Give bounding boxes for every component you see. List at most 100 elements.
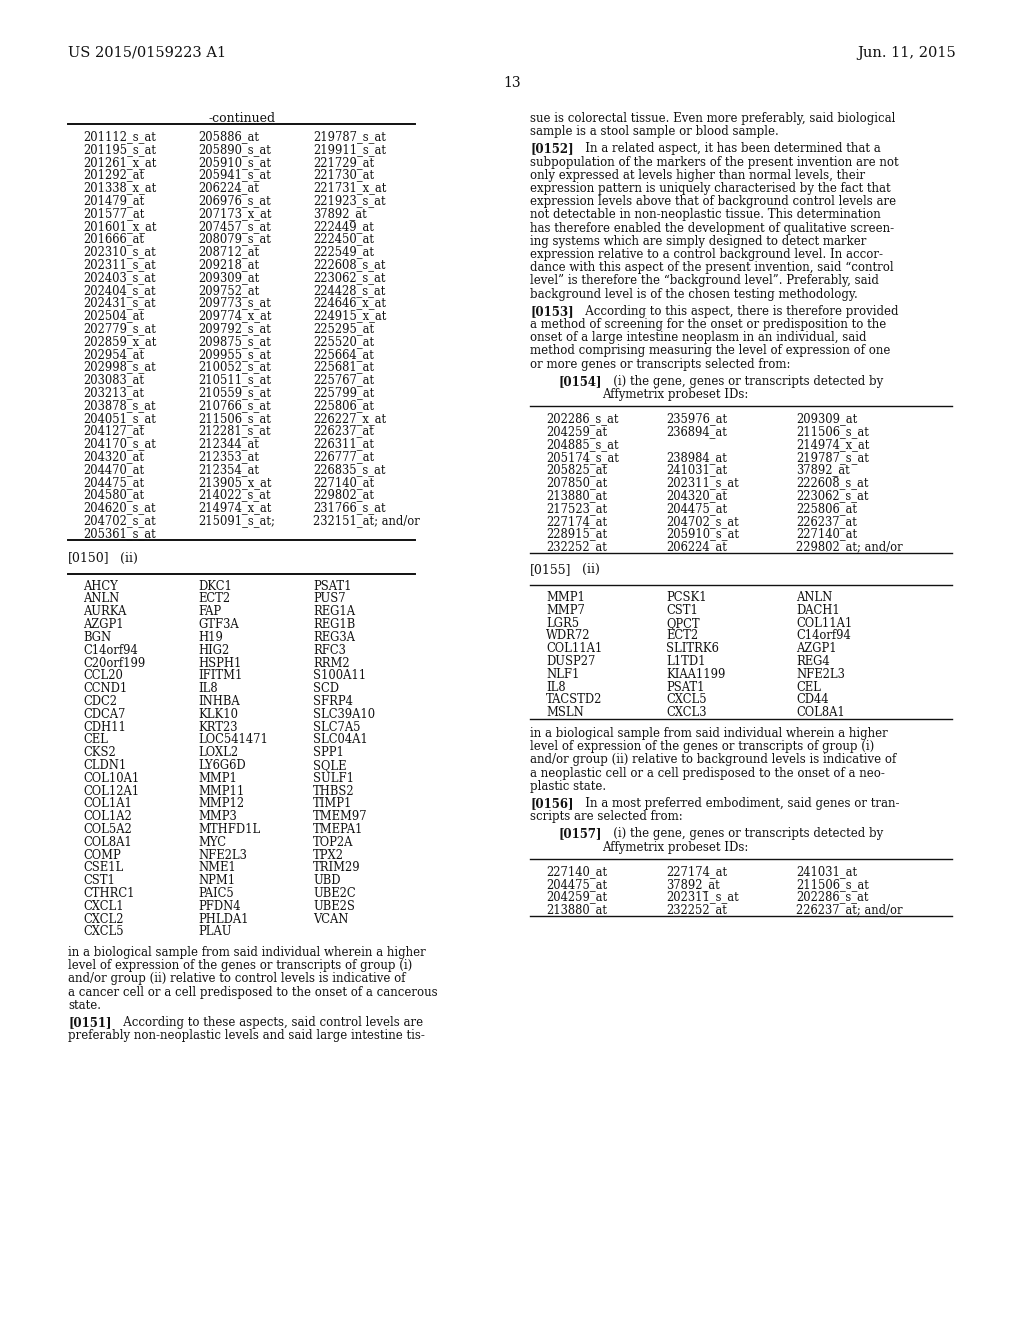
Text: 204320_at: 204320_at xyxy=(666,490,727,502)
Text: 214974_x_at: 214974_x_at xyxy=(796,438,869,451)
Text: 202998_s_at: 202998_s_at xyxy=(83,360,156,374)
Text: TMEPA1: TMEPA1 xyxy=(313,822,364,836)
Text: UBE2C: UBE2C xyxy=(313,887,355,900)
Text: 204259_at: 204259_at xyxy=(546,425,607,438)
Text: 209774_x_at: 209774_x_at xyxy=(198,309,271,322)
Text: and/or group (ii) relative to background levels is indicative of: and/or group (ii) relative to background… xyxy=(530,754,896,767)
Text: 219787_s_at: 219787_s_at xyxy=(313,131,386,143)
Text: 210559_s_at: 210559_s_at xyxy=(198,385,271,399)
Text: TOP2A: TOP2A xyxy=(313,836,353,849)
Text: 204051_s_at: 204051_s_at xyxy=(83,412,156,425)
Text: NLF1: NLF1 xyxy=(546,668,580,681)
Text: 225806_at: 225806_at xyxy=(796,502,857,515)
Text: 202431_s_at: 202431_s_at xyxy=(83,297,156,309)
Text: Affymetrix probeset IDs:: Affymetrix probeset IDs: xyxy=(602,841,749,854)
Text: 207457_s_at: 207457_s_at xyxy=(198,219,271,232)
Text: CDH11: CDH11 xyxy=(83,721,126,734)
Text: 213880_at: 213880_at xyxy=(546,903,607,916)
Text: 205825_at: 205825_at xyxy=(546,463,607,477)
Text: 238984_at: 238984_at xyxy=(666,450,727,463)
Text: DKC1: DKC1 xyxy=(198,579,231,593)
Text: 209309_at: 209309_at xyxy=(198,271,259,284)
Text: CXCL2: CXCL2 xyxy=(83,912,124,925)
Text: CDC2: CDC2 xyxy=(83,694,117,708)
Text: 207850_at: 207850_at xyxy=(546,477,607,490)
Text: (ii): (ii) xyxy=(582,564,600,576)
Text: MMP1: MMP1 xyxy=(198,772,237,784)
Text: WDR72: WDR72 xyxy=(546,630,591,643)
Text: 224915_x_at: 224915_x_at xyxy=(313,309,386,322)
Text: 214022_s_at: 214022_s_at xyxy=(198,488,270,502)
Text: 221730_at: 221730_at xyxy=(313,169,374,181)
Text: 202404_s_at: 202404_s_at xyxy=(83,284,156,297)
Text: 225295_at: 225295_at xyxy=(313,322,374,335)
Text: 215091_s_at;: 215091_s_at; xyxy=(198,513,274,527)
Text: 201292_at: 201292_at xyxy=(83,169,144,181)
Text: 37892_at: 37892_at xyxy=(313,207,367,220)
Text: LGR5: LGR5 xyxy=(546,616,580,630)
Text: 205361_s_at: 205361_s_at xyxy=(83,527,156,540)
Text: 208079_s_at: 208079_s_at xyxy=(198,232,271,246)
Text: C14orf94: C14orf94 xyxy=(796,630,851,643)
Text: 225681_at: 225681_at xyxy=(313,360,374,374)
Text: AZGP1: AZGP1 xyxy=(796,643,837,655)
Text: 226237_at: 226237_at xyxy=(796,515,857,528)
Text: COL1A2: COL1A2 xyxy=(83,810,132,824)
Text: 202311_s_at: 202311_s_at xyxy=(83,259,156,271)
Text: 13: 13 xyxy=(503,77,521,90)
Text: NFE2L3: NFE2L3 xyxy=(796,668,845,681)
Text: 202859_x_at: 202859_x_at xyxy=(83,335,157,348)
Text: LOC541471: LOC541471 xyxy=(198,734,268,746)
Text: 37892_at: 37892_at xyxy=(666,878,720,891)
Text: 201195_s_at: 201195_s_at xyxy=(83,143,156,156)
Text: CTHRC1: CTHRC1 xyxy=(83,887,134,900)
Text: 231766_s_at: 231766_s_at xyxy=(313,502,386,515)
Text: 209752_at: 209752_at xyxy=(198,284,259,297)
Text: CST1: CST1 xyxy=(666,603,698,616)
Text: a method of screening for the onset or predisposition to the: a method of screening for the onset or p… xyxy=(530,318,886,331)
Text: INHBA: INHBA xyxy=(198,694,240,708)
Text: plastic state.: plastic state. xyxy=(530,780,606,793)
Text: 226227_x_at: 226227_x_at xyxy=(313,412,386,425)
Text: LOXL2: LOXL2 xyxy=(198,746,239,759)
Text: PLAU: PLAU xyxy=(198,925,231,939)
Text: [0155]: [0155] xyxy=(530,564,571,576)
Text: (i) the gene, genes or transcripts detected by: (i) the gene, genes or transcripts detec… xyxy=(602,828,884,841)
Text: S100A11: S100A11 xyxy=(313,669,367,682)
Text: [0153]: [0153] xyxy=(530,305,573,318)
Text: 241031_at: 241031_at xyxy=(796,865,857,878)
Text: CXCL1: CXCL1 xyxy=(83,900,124,912)
Text: 209792_s_at: 209792_s_at xyxy=(198,322,271,335)
Text: 221731_x_at: 221731_x_at xyxy=(313,181,386,194)
Text: 236894_at: 236894_at xyxy=(666,425,727,438)
Text: 204702_s_at: 204702_s_at xyxy=(666,515,738,528)
Text: 214974_x_at: 214974_x_at xyxy=(198,502,271,515)
Text: 209955_s_at: 209955_s_at xyxy=(198,347,271,360)
Text: 224646_x_at: 224646_x_at xyxy=(313,297,386,309)
Text: 204475_at: 204475_at xyxy=(83,475,144,488)
Text: 211506_s_at: 211506_s_at xyxy=(796,878,869,891)
Text: [0154]: [0154] xyxy=(558,375,601,388)
Text: a cancer cell or a cell predisposed to the onset of a cancerous: a cancer cell or a cell predisposed to t… xyxy=(68,986,437,999)
Text: 213880_at: 213880_at xyxy=(546,490,607,502)
Text: CXCL5: CXCL5 xyxy=(83,925,124,939)
Text: IFITM1: IFITM1 xyxy=(198,669,243,682)
Text: TACSTD2: TACSTD2 xyxy=(546,693,602,706)
Text: 204259_at: 204259_at xyxy=(546,891,607,903)
Text: 232252_at: 232252_at xyxy=(546,540,607,553)
Text: ECT2: ECT2 xyxy=(666,630,698,643)
Text: UBE2S: UBE2S xyxy=(313,900,355,912)
Text: 37892_at: 37892_at xyxy=(796,463,850,477)
Text: PAIC5: PAIC5 xyxy=(198,887,233,900)
Text: PSAT1: PSAT1 xyxy=(313,579,351,593)
Text: 226311_at: 226311_at xyxy=(313,437,374,450)
Text: TPX2: TPX2 xyxy=(313,849,344,862)
Text: HIG2: HIG2 xyxy=(198,644,229,657)
Text: DACH1: DACH1 xyxy=(796,603,840,616)
Text: method comprising measuring the level of expression of one: method comprising measuring the level of… xyxy=(530,345,891,358)
Text: 223062_s_at: 223062_s_at xyxy=(796,490,868,502)
Text: 201261_x_at: 201261_x_at xyxy=(83,156,157,169)
Text: SLC04A1: SLC04A1 xyxy=(313,734,368,746)
Text: 229802_at; and/or: 229802_at; and/or xyxy=(796,540,902,553)
Text: NME1: NME1 xyxy=(198,862,236,874)
